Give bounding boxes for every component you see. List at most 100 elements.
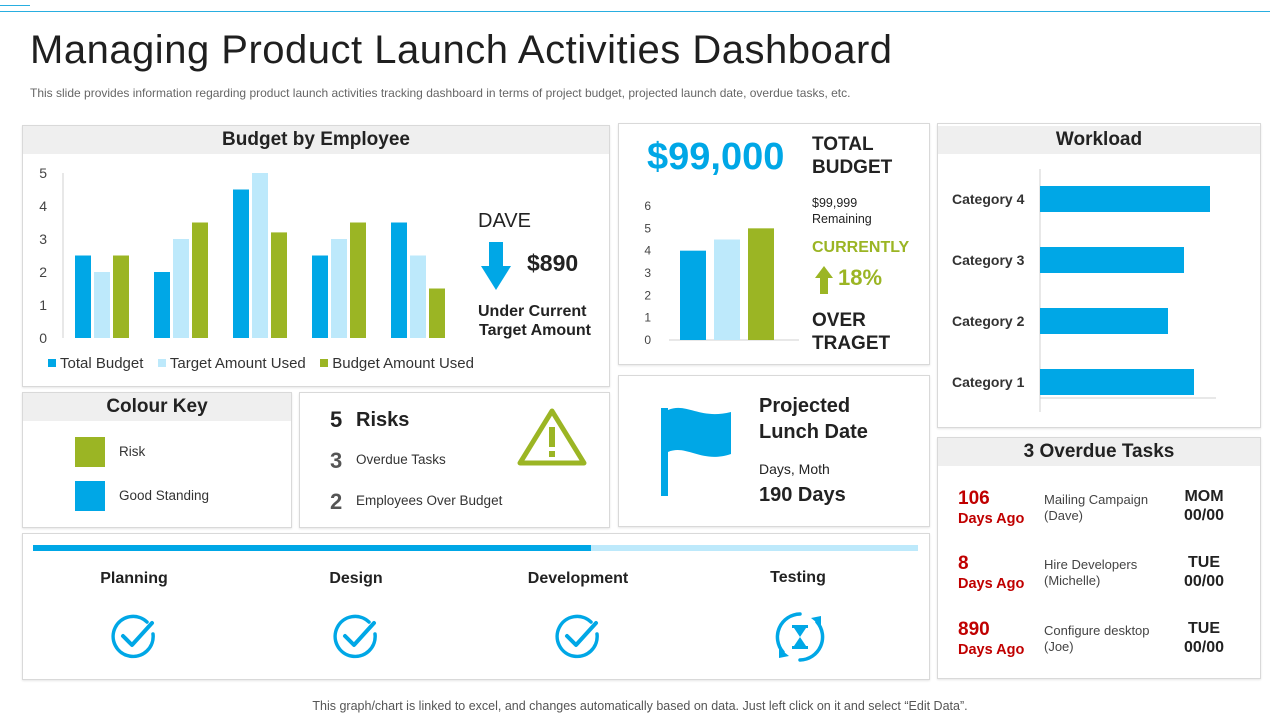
overdue-tasks-panel: 3 Overdue Tasks 106 Days Ago Mailing Cam… <box>937 437 1261 679</box>
bar-total-budget[interactable] <box>75 255 91 339</box>
arrow-up-icon <box>815 266 833 294</box>
over-target-label-2: TRAGET <box>812 333 891 354</box>
budget-chart-legend: Total Budget Target Amount Used Budget A… <box>48 354 484 372</box>
overdue-days-label: Days Ago <box>958 642 1025 658</box>
colour-key-panel: Colour Key Risk Good Standing <box>22 392 292 528</box>
y-tick-label: 6 <box>644 199 651 213</box>
bar-budget-amount-used[interactable] <box>192 222 208 339</box>
total-budget-amount: $99,000 <box>647 136 785 178</box>
overdue-days-count: 890 <box>958 619 990 640</box>
bar-total-budget[interactable] <box>391 222 407 339</box>
workload-category-label: Category 1 <box>952 374 1025 390</box>
y-tick-label: 1 <box>39 297 47 313</box>
under-target-caption-2: Target Amount <box>479 322 591 339</box>
hourglass-refresh-icon <box>775 612 825 662</box>
colour-key-swatch-good-standing <box>75 481 105 511</box>
overdue-tasks-label: Overdue Tasks <box>356 452 446 467</box>
bar-budget-amount-used[interactable] <box>350 222 366 339</box>
workload-category-label: Category 3 <box>952 252 1025 268</box>
phase-progress-track <box>33 545 918 551</box>
currently-percent: 18% <box>838 265 883 290</box>
arrow-down-icon <box>481 242 511 290</box>
remaining-amount: $99,999 <box>812 196 858 210</box>
total-budget-bar[interactable] <box>714 239 740 341</box>
risks-label: Risks <box>356 409 410 431</box>
header-rule <box>0 11 1270 12</box>
footer-note: This graph/chart is linked to excel, and… <box>312 699 968 713</box>
bar-target-amount-used[interactable] <box>94 272 110 338</box>
total-budget-bar[interactable] <box>680 250 706 340</box>
overdue-task-day: TUE <box>1188 620 1220 637</box>
y-tick-label: 0 <box>39 330 47 346</box>
phase-label-testing: Testing <box>770 569 826 586</box>
total-budget-label-1: TOTAL <box>812 134 874 155</box>
workload-bar[interactable] <box>1040 369 1194 395</box>
y-tick-label: 5 <box>39 165 47 181</box>
legend-item-target-amount-used: Target Amount Used <box>157 355 306 372</box>
bar-budget-amount-used[interactable] <box>271 232 287 338</box>
overdue-task-date: 00/00 <box>1183 507 1225 524</box>
y-tick-label: 3 <box>39 231 47 247</box>
employees-over-budget-count: 2 <box>330 489 343 514</box>
bar-target-amount-used[interactable] <box>173 239 189 338</box>
workload-bar[interactable] <box>1040 186 1210 212</box>
projected-date-panel: Projected Lunch Date Days, Moth 190 Days <box>618 375 930 527</box>
check-circle-icon <box>333 614 377 659</box>
employee-name: DAVE <box>478 210 531 232</box>
budget-by-employee-panel: Budget by Employee 0 1 2 3 4 5 Total Budget T… <box>22 125 610 387</box>
page-title: Managing Product Launch Activities Dashb… <box>30 28 893 72</box>
over-target-label-1: OVER <box>812 310 866 331</box>
employees-over-budget-label: Employees Over Budget <box>356 493 503 508</box>
bar-total-budget[interactable] <box>312 255 328 339</box>
budget-by-employee-chart[interactable]: 0 1 2 3 4 5 <box>23 156 473 381</box>
y-tick-label: 4 <box>39 198 47 214</box>
phase-label-design: Design <box>329 570 383 587</box>
bar-budget-amount-used[interactable] <box>113 255 129 339</box>
total-budget-chart[interactable]: 0 1 2 3 4 5 6 <box>629 194 809 354</box>
budget-panel-title: Budget by Employee <box>23 126 609 154</box>
workload-chart[interactable]: Category 4 Category 3 Category 2 Category 1 <box>938 164 1260 424</box>
y-tick-label: 2 <box>644 288 651 302</box>
y-tick-label: 3 <box>644 266 651 280</box>
y-tick-label: 0 <box>644 333 651 347</box>
colour-key-swatch-risk <box>75 437 105 467</box>
y-tick-label: 2 <box>39 264 47 280</box>
overdue-days-label: Days Ago <box>958 511 1025 527</box>
total-budget-label-2: BUDGET <box>812 157 893 178</box>
bar-total-budget[interactable] <box>154 272 170 338</box>
risks-panel: 5 Risks 3 Overdue Tasks 2 Employees Over… <box>299 392 610 528</box>
overdue-task-name: Mailing Campaign <box>1044 492 1149 507</box>
overdue-task-name: Configure desktop <box>1044 623 1150 638</box>
bar-target-amount-used[interactable] <box>331 239 347 338</box>
phase-progress-fill <box>33 545 591 551</box>
overdue-task-name: Hire Developers <box>1044 557 1138 572</box>
colour-key-label-risk: Risk <box>119 444 146 459</box>
workload-bar[interactable] <box>1040 247 1184 273</box>
colour-key-title: Colour Key <box>23 393 291 421</box>
phase-label-development: Development <box>527 570 629 587</box>
total-budget-panel: $99,000 TOTAL BUDGET 0 1 2 3 4 5 6 $99,999 Rem… <box>618 123 930 365</box>
risks-count: 5 <box>330 407 343 432</box>
warning-icon <box>517 408 587 466</box>
workload-bar[interactable] <box>1040 308 1168 334</box>
currently-label: CURRENTLY <box>812 239 910 256</box>
y-tick-label: 1 <box>644 311 651 325</box>
bar-total-budget[interactable] <box>233 189 249 339</box>
overdue-task-day: MOM <box>1184 488 1224 505</box>
bar-target-amount-used[interactable] <box>252 173 268 338</box>
phase-label-planning: Planning <box>100 570 168 587</box>
under-target-caption-1: Under Current <box>478 303 587 320</box>
overdue-days-count: 106 <box>958 488 990 509</box>
total-budget-bar[interactable] <box>748 228 774 340</box>
overdue-tasks-count: 3 <box>330 448 343 473</box>
bar-budget-amount-used[interactable] <box>429 288 445 339</box>
overdue-days-label: Days Ago <box>958 576 1025 592</box>
overdue-task-day: TUE <box>1188 554 1220 571</box>
colour-key-label-good-standing: Good Standing <box>119 488 210 503</box>
workload-category-label: Category 4 <box>952 191 1025 207</box>
workload-category-label: Category 2 <box>952 313 1025 329</box>
bar-target-amount-used[interactable] <box>410 255 426 339</box>
overdue-task-date: 00/00 <box>1183 573 1225 590</box>
remaining-label: Remaining <box>812 212 872 226</box>
